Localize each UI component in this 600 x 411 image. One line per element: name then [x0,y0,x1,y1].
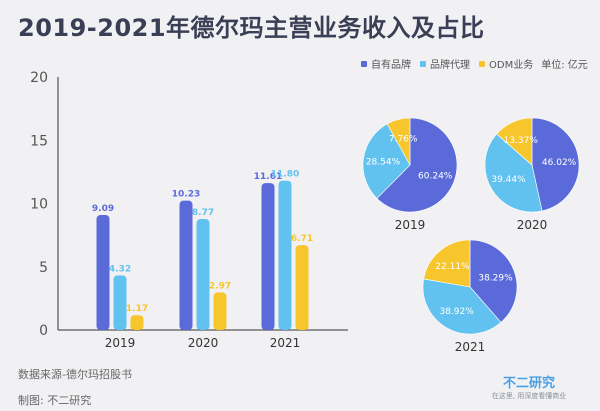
pie-title: 2019 [395,218,426,232]
legend-label-own-brand: 自有品牌 [371,60,411,71]
pie-title: 2021 [455,340,486,354]
unit-label: 单位: 亿元 [541,60,588,71]
watermark-logo: 不二研究 在这里, 用深度看懂商业 [485,372,573,402]
bar-品牌代理-2020 [196,219,210,330]
bar-品牌代理-2021 [278,180,292,330]
y-tick-label: 5 [39,260,48,276]
pie-slice-label: 46.02% [542,158,577,168]
y-tick-label: 10 [30,197,48,213]
pie-slice-label: 22.11% [435,262,470,272]
watermark-slogan: 在这里, 用深度看懂商业 [491,392,567,400]
pie-slice-2020-ODM业务 [496,117,533,166]
bar-value-label: 8.77 [192,208,214,218]
bar-自有品牌-2021 [261,183,275,330]
y-tick-label: 0 [39,323,48,339]
chart-title: 2019-2021年德尔玛主营业务收入及占比 [18,14,485,42]
bar-value-label: 11.61 [254,172,282,182]
bar-ODM业务-2021 [295,245,309,330]
y-tick-label: 15 [30,133,48,149]
bar-value-label: 10.23 [172,190,200,200]
x-tick-label: 2021 [270,336,301,350]
bar-value-label: 4.32 [109,264,131,274]
bar-value-label: 1.17 [126,304,148,314]
watermark-brand: 不二研究 [502,376,555,391]
y-tick-label: 20 [30,70,48,86]
pie-slice-label: 13.37% [504,136,539,146]
pie-slice-label: 28.54% [366,157,401,167]
x-tick-label: 2020 [188,336,219,350]
legend-label-agency: 品牌代理 [430,60,470,71]
pie-slice-2020-品牌代理 [484,133,543,213]
pie-slice-label: 60.24% [418,171,453,181]
legend-label-odm: ODM业务 [489,60,534,71]
bar-value-label: 6.71 [291,234,313,244]
pie-slice-2021-自有品牌 [469,239,518,323]
pie-slice-2021-品牌代理 [422,278,502,335]
pie-slice-2021-ODM业务 [423,239,471,288]
bar-value-label: 9.09 [92,204,114,214]
source-note: 数据来源-德尔玛招股书 [18,368,132,381]
pie-slice-2019-自有品牌 [376,117,458,213]
bar-value-label: 2.97 [209,281,231,291]
legend-swatch-odm [479,60,485,67]
legend: 自有品牌 品牌代理 ODM业务 单位: 亿元 [352,56,588,71]
pie-slice-label: 38.29% [478,273,513,283]
bar-品牌代理-2019 [113,275,127,330]
legend-swatch-own-brand [361,60,367,67]
bar-自有品牌-2019 [96,215,110,330]
bar-自有品牌-2020 [179,200,193,330]
pie-slice-label: 38.92% [439,307,474,317]
pie-slice-2020-自有品牌 [531,117,580,212]
pie-slice-2019-品牌代理 [362,123,411,199]
pie-title: 2020 [517,218,548,232]
pie-slice-label: 7.76% [389,135,418,145]
pie-slice-2019-ODM业务 [386,117,411,166]
pie-slice-label: 39.44% [491,175,526,185]
bar-value-label: 11.80 [271,170,299,180]
x-tick-label: 2019 [105,336,136,350]
made-by-note: 制图: 不二研究 [18,394,92,407]
legend-swatch-agency [420,60,426,67]
bar-ODM业务-2020 [213,292,227,330]
bar-ODM业务-2019 [130,315,144,330]
